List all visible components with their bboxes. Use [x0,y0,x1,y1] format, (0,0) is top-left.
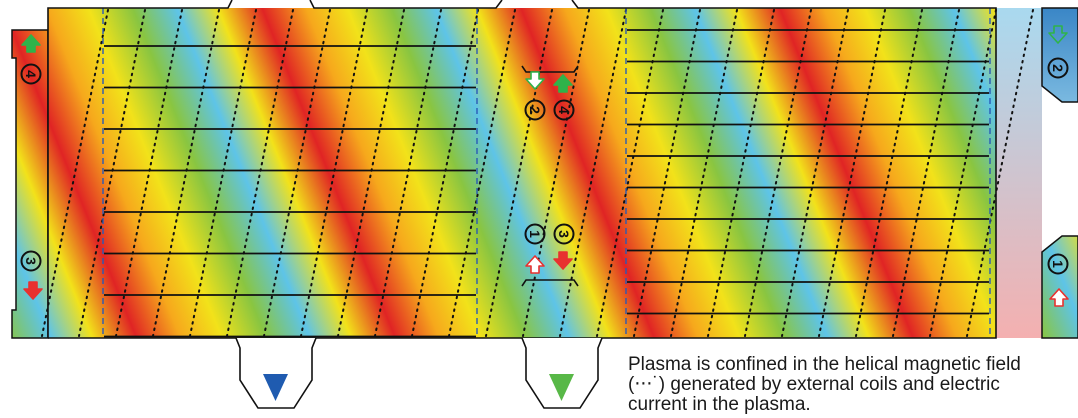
arrow-up-icon [553,74,573,93]
right-upper-tab [1041,7,1078,103]
marker-label: 2 [1050,64,1066,72]
arrow-down-outline-icon [1048,25,1068,44]
fold-lines [102,8,991,338]
coil-lines-left [104,45,476,338]
marker-center-3: 3 [553,223,575,245]
marker-left-4: 4 [20,63,42,85]
marker-right-2: 2 [1047,57,1069,79]
marker-center-1: 1 [524,223,546,245]
marker-right-1: 1 [1047,253,1069,275]
arrow-down-icon [553,251,573,270]
tab-green-triangle [549,374,574,401]
bracket-bottom [521,279,579,287]
marker-label: 2 [527,106,543,114]
body-outline [47,0,997,339]
arrow-up-outline-icon [1049,288,1069,307]
caption-text: Plasma is confined in the helical magnet… [628,355,1078,415]
marker-label: 4 [23,70,39,78]
marker-label: 3 [556,230,572,238]
caption-line-3: current in the plasma. [628,394,811,415]
bottom-tab-green [521,337,603,409]
arrow-up-outline-icon [525,255,545,274]
marker-left-3: 3 [20,250,42,272]
coil-lines-right [627,29,989,315]
bottom-tab-blue [235,337,317,409]
arrow-down-outline-icon [525,71,545,90]
main-helix-panel [48,8,996,338]
marker-center-4: 4 [553,99,575,121]
marker-label: 4 [556,106,572,114]
arrows [21,25,1069,307]
bracket-top [521,65,579,73]
arrow-down-icon [23,281,43,300]
marker-center-2: 2 [524,99,546,121]
marker-label: 1 [527,230,543,238]
caption-line-2: (⋅⋅⋅˙) generated by external coils and e… [628,374,1000,395]
marker-label: 1 [1050,260,1066,268]
caption-line-1: Plasma is confined in the helical magnet… [628,354,1021,375]
marker-label: 3 [23,257,39,265]
arrow-up-icon [21,34,41,53]
fade-strip [996,8,1042,338]
tab-blue-triangle [263,374,288,401]
right-lower-tab [1041,235,1078,339]
